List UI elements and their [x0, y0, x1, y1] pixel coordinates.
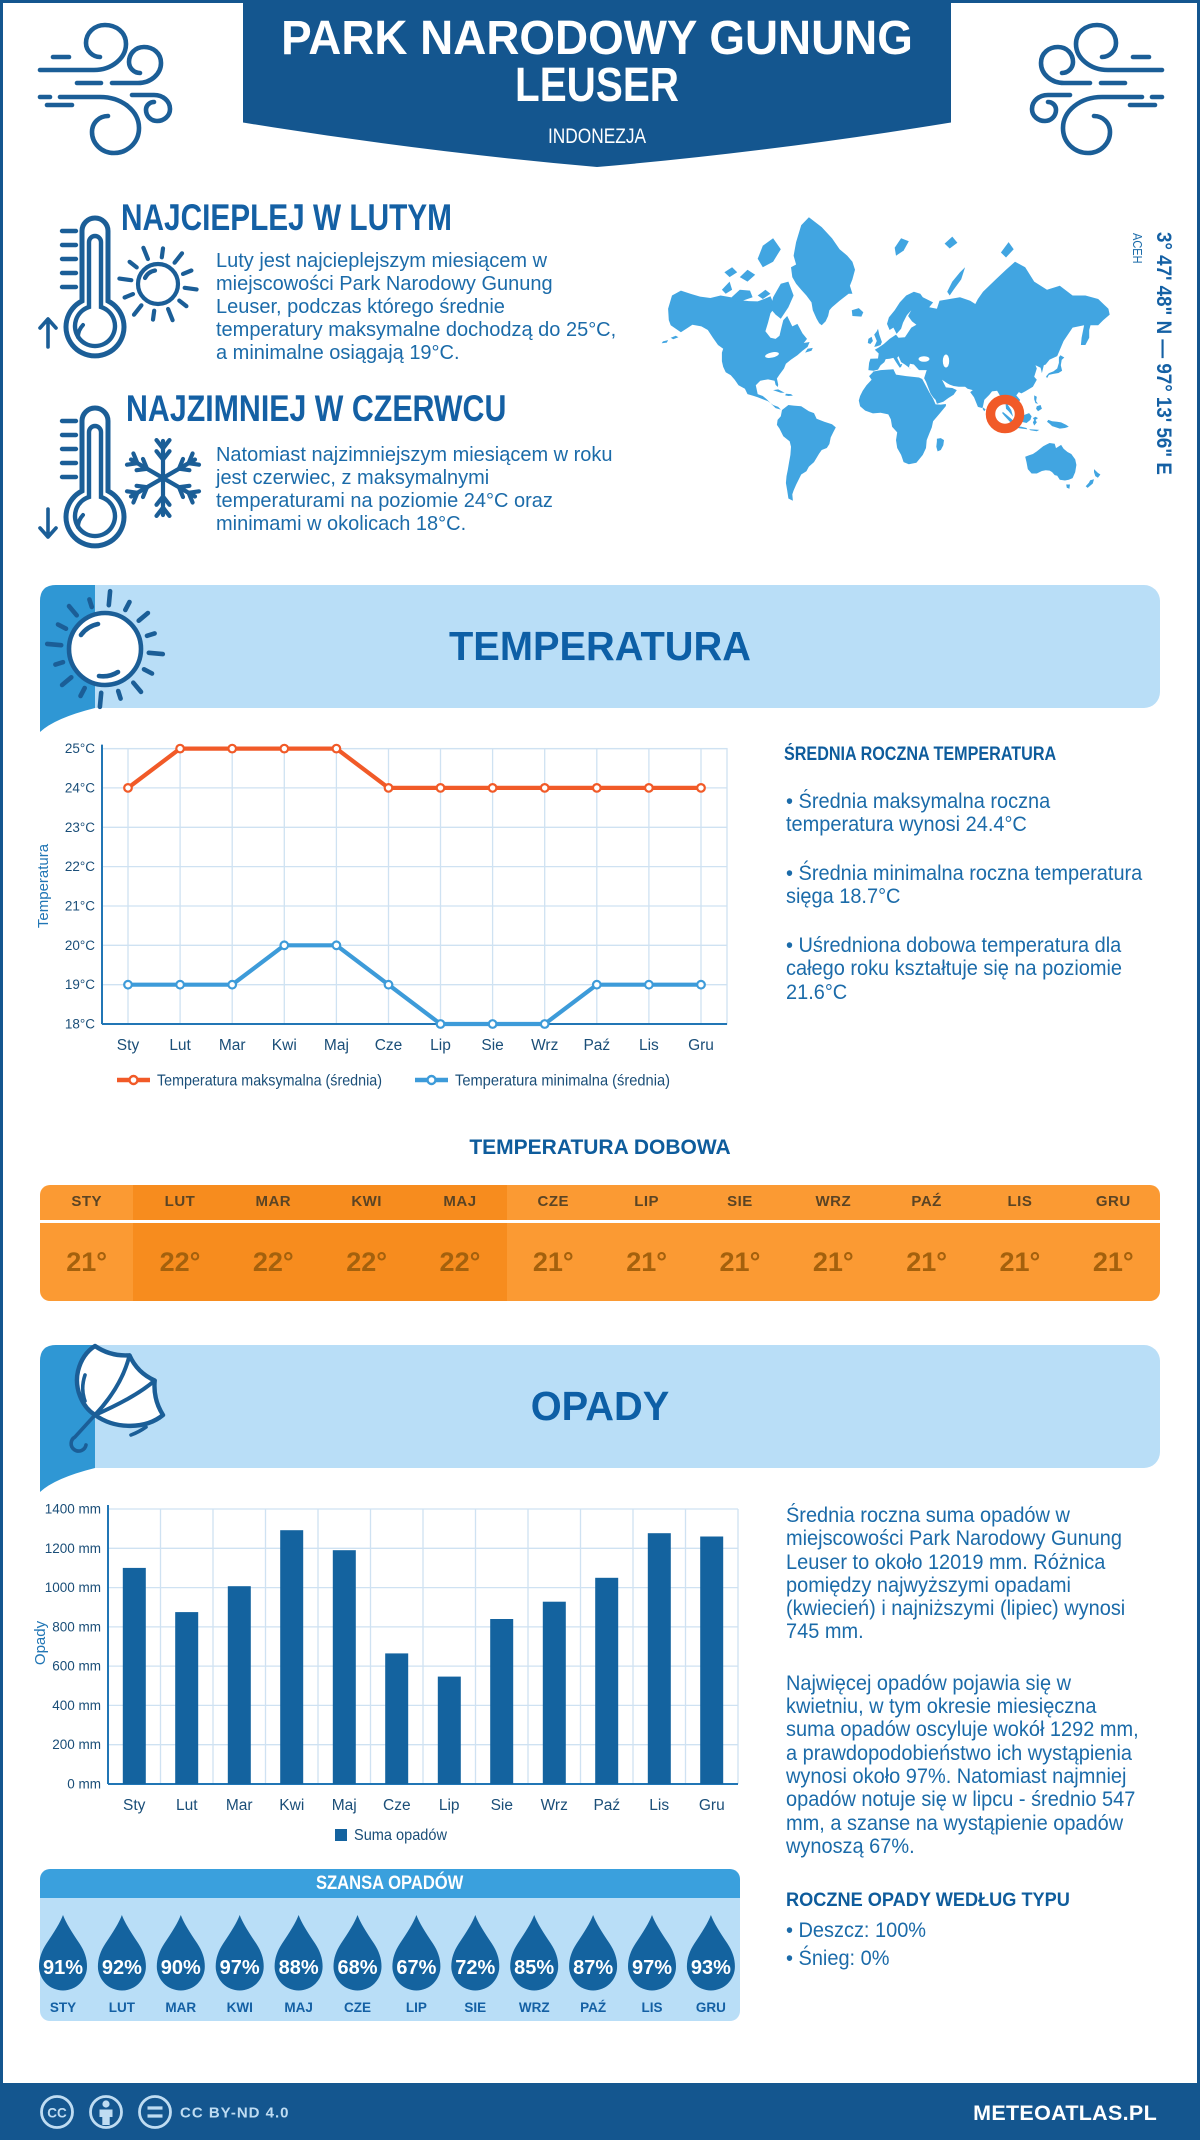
svg-text:Gru: Gru	[699, 1797, 725, 1814]
svg-text:Mar: Mar	[226, 1797, 253, 1814]
svg-text:Lip: Lip	[430, 1037, 451, 1054]
svg-text:STY: STY	[50, 2000, 76, 2015]
svg-text:Temperatura minimalna (średnia: Temperatura minimalna (średnia)	[455, 1073, 670, 1090]
svg-text:68%: 68%	[337, 1957, 377, 1979]
svg-text:25°C: 25°C	[65, 741, 95, 756]
svg-text:LIP: LIP	[406, 2000, 427, 2015]
svg-text:1400 mm: 1400 mm	[45, 1502, 101, 1517]
svg-text:Cze: Cze	[375, 1037, 403, 1054]
svg-text:97%: 97%	[632, 1957, 672, 1979]
svg-text:200 mm: 200 mm	[52, 1737, 101, 1752]
svg-text:600 mm: 600 mm	[52, 1659, 101, 1674]
svg-text:Maj: Maj	[332, 1797, 357, 1814]
svg-text:Sie: Sie	[491, 1797, 513, 1814]
svg-text:CZE: CZE	[344, 2000, 371, 2015]
svg-text:88%: 88%	[279, 1957, 319, 1979]
svg-text:WRZ: WRZ	[519, 2000, 550, 2015]
svg-text:24°C: 24°C	[65, 780, 95, 795]
svg-text:18°C: 18°C	[65, 1017, 95, 1032]
svg-text:SIE: SIE	[464, 2000, 486, 2015]
svg-text:LIS: LIS	[641, 2000, 662, 2015]
svg-text:Maj: Maj	[324, 1037, 349, 1054]
svg-text:PAŹ: PAŹ	[580, 2000, 606, 2015]
svg-text:87%: 87%	[573, 1957, 613, 1979]
svg-text:Lut: Lut	[169, 1037, 191, 1054]
svg-text:GRU: GRU	[696, 2000, 726, 2015]
svg-text:67%: 67%	[396, 1957, 436, 1979]
svg-text:MAJ: MAJ	[284, 2000, 313, 2015]
svg-text:Wrz: Wrz	[531, 1037, 558, 1054]
svg-text:Sie: Sie	[481, 1037, 503, 1054]
svg-text:22°C: 22°C	[65, 859, 95, 874]
svg-text:Sty: Sty	[117, 1037, 140, 1054]
svg-text:CC BY-ND 4.0: CC BY-ND 4.0	[180, 2105, 290, 2122]
svg-text:23°C: 23°C	[65, 820, 95, 835]
svg-text:85%: 85%	[514, 1957, 554, 1979]
svg-text:Lis: Lis	[639, 1037, 659, 1054]
svg-text:400 mm: 400 mm	[52, 1698, 101, 1713]
svg-text:Lut: Lut	[176, 1797, 198, 1814]
svg-text:1200 mm: 1200 mm	[45, 1541, 101, 1556]
svg-text:90%: 90%	[161, 1957, 201, 1979]
svg-text:Wrz: Wrz	[541, 1797, 568, 1814]
svg-text:Temperatura: Temperatura	[35, 843, 52, 928]
svg-text:LUT: LUT	[109, 2000, 136, 2015]
svg-text:Kwi: Kwi	[272, 1037, 297, 1054]
svg-text:97%: 97%	[220, 1957, 260, 1979]
svg-text:Lip: Lip	[439, 1797, 460, 1814]
svg-text:CC: CC	[47, 2106, 67, 2121]
svg-text:0 mm: 0 mm	[67, 1777, 101, 1792]
svg-text:93%: 93%	[691, 1957, 731, 1979]
svg-text:Suma opadów: Suma opadów	[354, 1827, 447, 1844]
svg-text:Paź: Paź	[593, 1797, 620, 1814]
svg-text:Cze: Cze	[383, 1797, 411, 1814]
svg-text:1000 mm: 1000 mm	[45, 1580, 101, 1595]
svg-text:Paź: Paź	[583, 1037, 610, 1054]
svg-text:Opady: Opady	[32, 1620, 49, 1665]
svg-text:800 mm: 800 mm	[52, 1619, 101, 1634]
svg-text:21°C: 21°C	[65, 899, 95, 914]
svg-text:Gru: Gru	[688, 1037, 714, 1054]
svg-text:20°C: 20°C	[65, 938, 95, 953]
svg-text:Kwi: Kwi	[279, 1797, 304, 1814]
svg-text:19°C: 19°C	[65, 977, 95, 992]
svg-text:KWI: KWI	[227, 2000, 253, 2015]
svg-text:72%: 72%	[455, 1957, 495, 1979]
svg-text:Temperatura maksymalna (średni: Temperatura maksymalna (średnia)	[157, 1073, 382, 1090]
svg-text:Sty: Sty	[123, 1797, 146, 1814]
svg-text:92%: 92%	[102, 1957, 142, 1979]
svg-text:Lis: Lis	[649, 1797, 669, 1814]
svg-text:91%: 91%	[43, 1957, 83, 1979]
svg-text:Mar: Mar	[219, 1037, 246, 1054]
svg-text:MAR: MAR	[165, 2000, 196, 2015]
